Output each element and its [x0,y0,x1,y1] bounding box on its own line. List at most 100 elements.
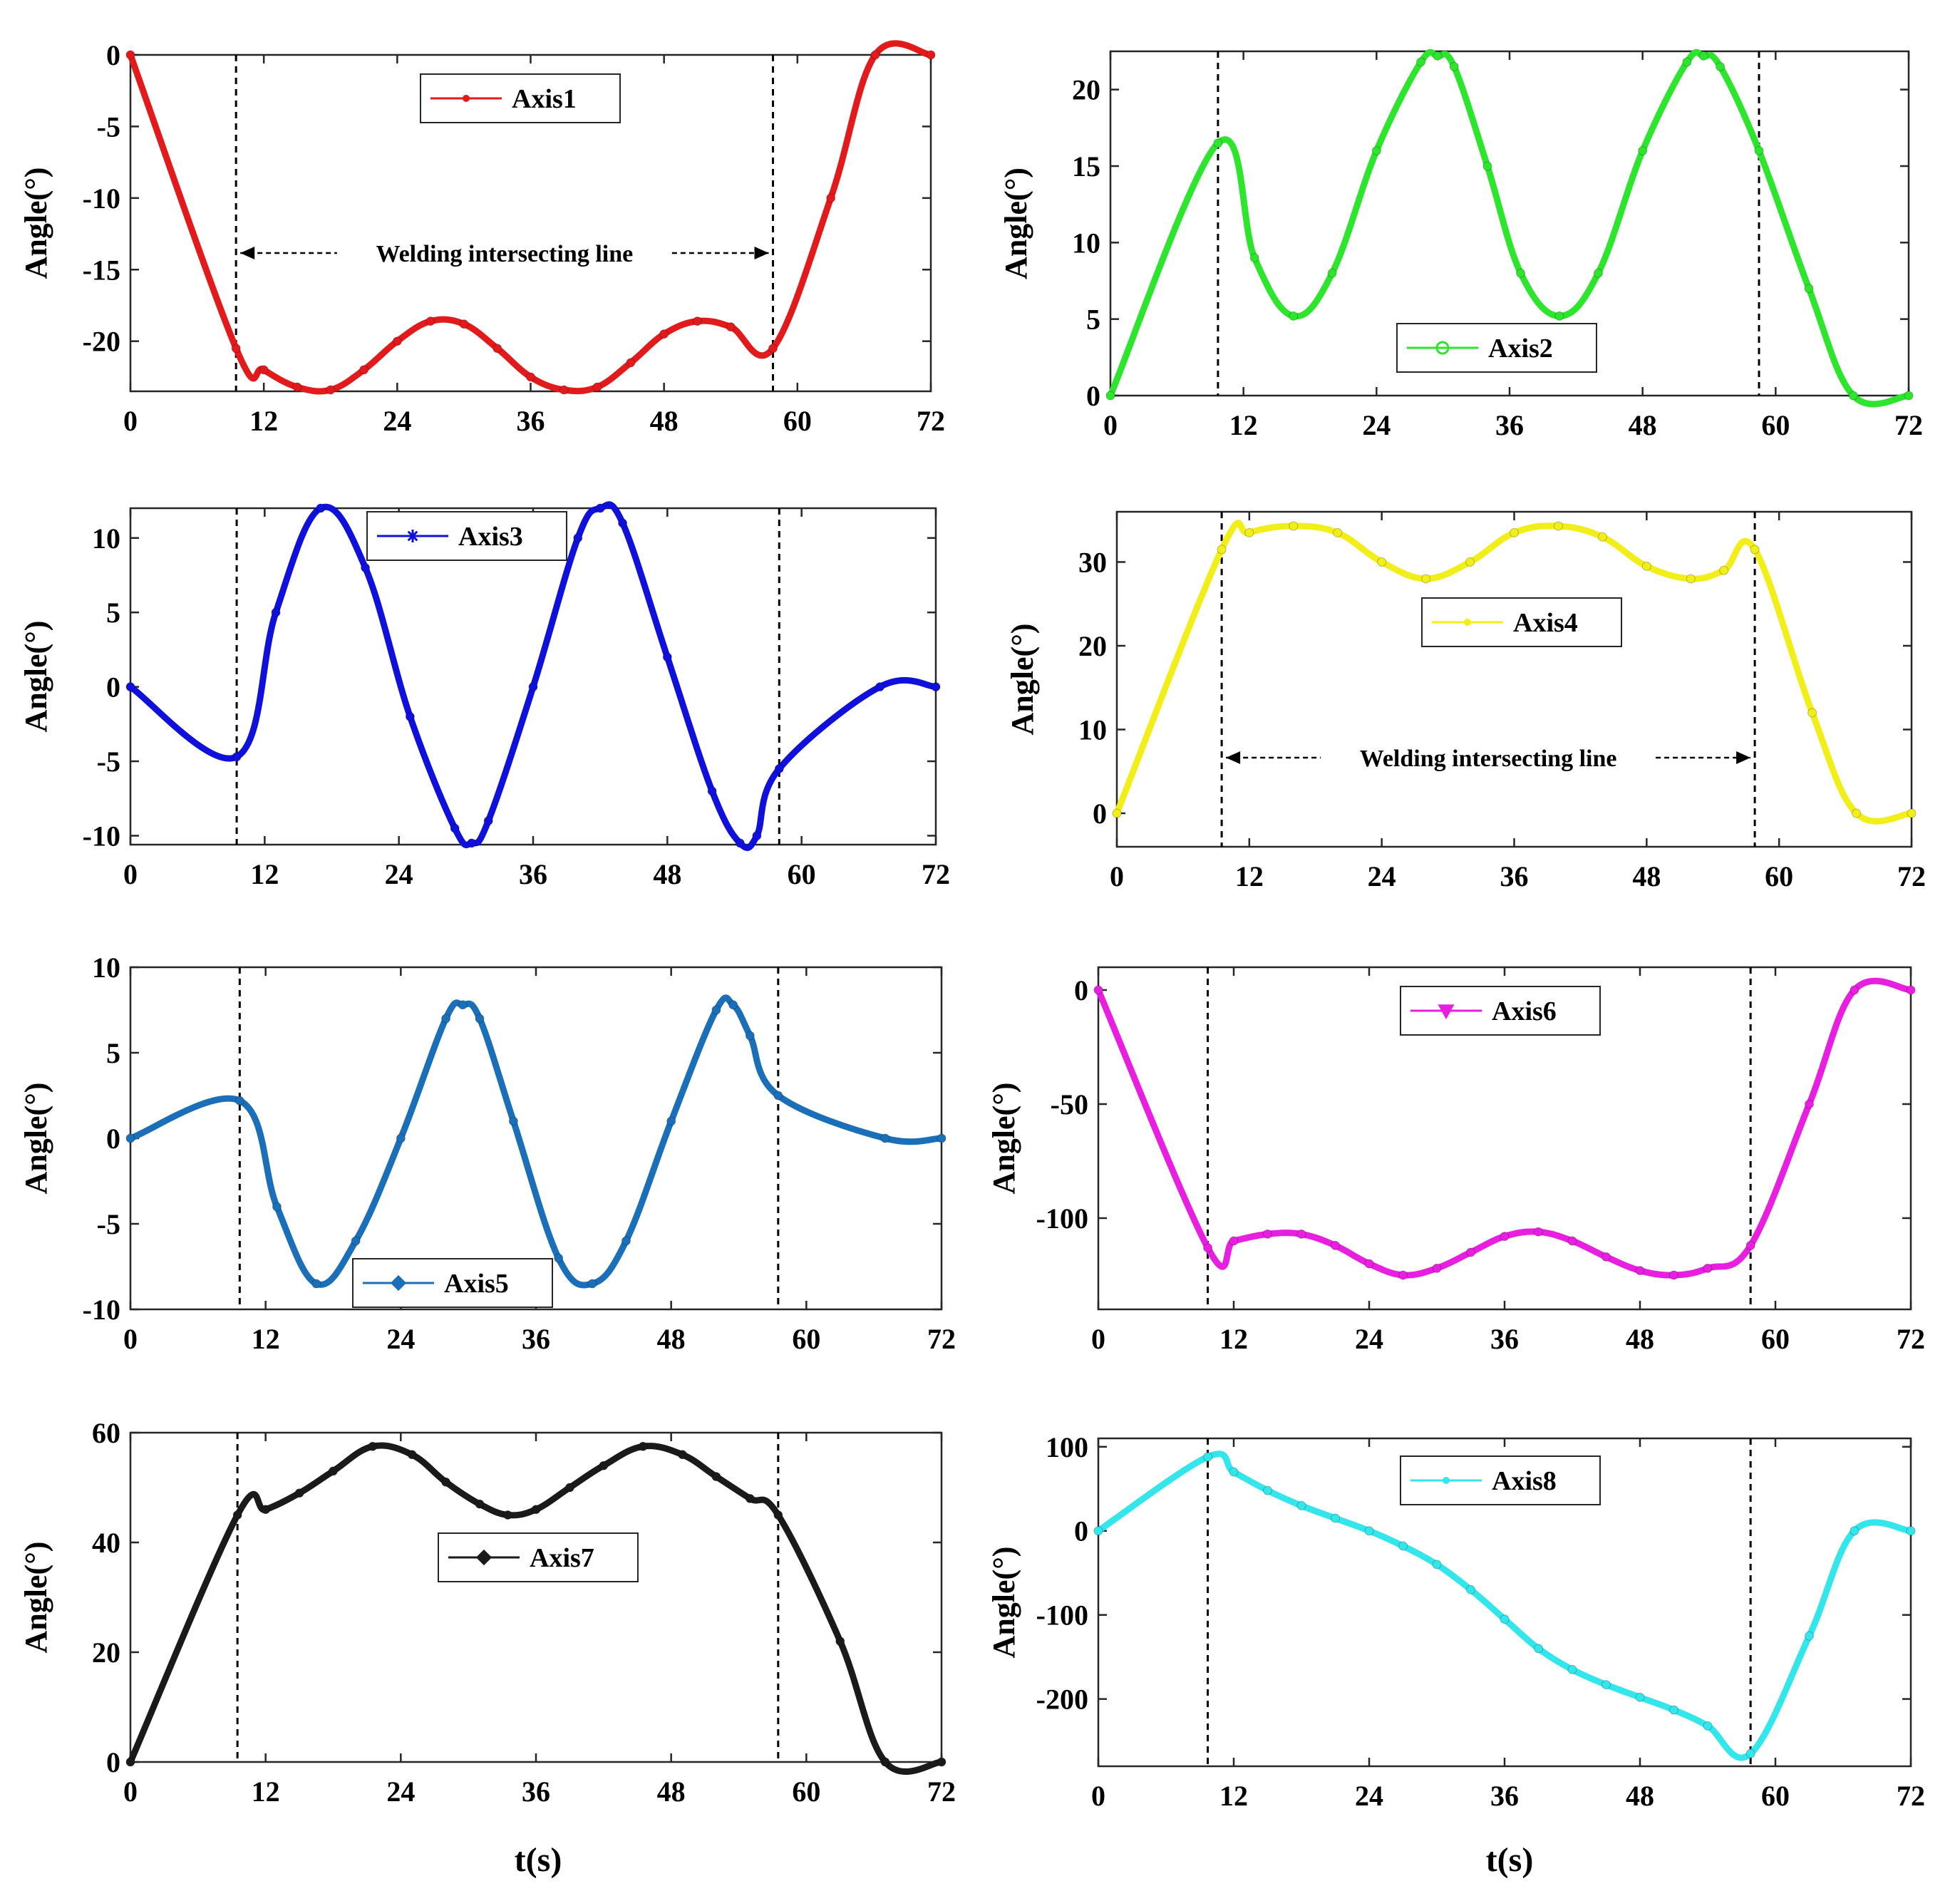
chart-7-data-point [232,1510,242,1520]
chart-1-data-point [459,319,469,329]
chart-1-x-tick-label: 24 [383,405,411,437]
chart-5-data-point [311,1279,321,1289]
chart-3-x-tick-label: 36 [519,858,547,890]
chart-8-data-point [1850,1526,1860,1536]
chart-1-annotation-text: Welding intersecting line [376,241,633,267]
chart-4-data-point [1750,545,1760,555]
chart-5-data-point [554,1253,564,1263]
chart-4-x-tick-label: 36 [1500,860,1529,892]
chart-5-x-tick-label: 48 [657,1323,686,1355]
chart-5-data-point [728,1000,738,1010]
chart-3-data-point [528,682,538,692]
chart-1-data-point [926,50,936,60]
chart-8-y-tick-label: -100 [1036,1599,1088,1632]
chart-2-data-point [1105,391,1115,401]
chart-7-data-point [368,1441,378,1451]
chart-5-legend-label: Axis5 [444,1269,509,1299]
chart-8-data-point [1635,1692,1645,1702]
chart-5-legend: Axis5 [352,1258,553,1308]
chart-7-x-tick-label: 60 [792,1776,820,1808]
chart-5-y-tick-label: 5 [106,1037,120,1069]
chart-1-arrowhead-left-icon [240,247,255,259]
chart-2-x-tick-label: 0 [1103,409,1118,441]
chart-1-data-point [526,372,535,382]
chart-4-x-tick-label: 24 [1368,860,1396,892]
chart-7-x-tick-label: 12 [252,1776,280,1808]
chart-1-data-point [231,344,241,354]
chart-7-data-point [564,1483,574,1493]
chart-6-legend-marker-icon [1438,1004,1455,1020]
chart-3-data-point [361,563,371,573]
chart-1-x-tick-label: 0 [123,405,138,437]
chart-2-data-point [1716,61,1726,71]
chart-1-legend-label: Axis1 [512,84,577,114]
chart-3-y-tick-label: 5 [106,597,120,629]
chart-7-data-point [329,1466,338,1476]
chart-5-data-point [621,1236,631,1246]
chart-3-x-tick-label: 0 [123,858,138,890]
chart-2-data-point [1904,391,1914,401]
chart-2-data-point [1848,391,1858,401]
chart-5-x-tick-label: 72 [927,1323,956,1355]
chart-8-legend-label: Axis8 [1492,1466,1557,1496]
chart-4-y-axis-label: Angle(°) [1005,624,1040,736]
chart-5-data-point [396,1133,406,1143]
chart-4-x-tick-label: 0 [1110,860,1124,892]
chart-2-y-tick-label: 0 [1086,380,1100,412]
chart-2-x-tick-label: 48 [1629,409,1657,441]
chart-8-x-tick-label: 0 [1091,1780,1105,1812]
chart-2-y-tick-label: 15 [1072,150,1100,182]
chart-1-x-tick-label: 12 [249,405,278,437]
chart-2-data-point [1213,138,1223,148]
chart-2-series-line-Axis2 [1107,48,1912,408]
chart-5-data-point [351,1236,361,1246]
chart-5-y-tick-label: 0 [106,1123,120,1155]
chart-1-data-point [726,322,736,332]
chart-3-x-tick-label: 12 [250,858,279,890]
chart-4-data-point [1377,557,1387,567]
chart-1-data-point [492,344,502,354]
chart-2-data-point [1371,146,1381,156]
chart-8: 0 12 24 36 48 60 72 100 0 -100 -200 Angle(°) Axis8 [986,1431,1925,1812]
chart-3-y-axis-label: Angle(°) [19,621,53,733]
chart-3-data-point [271,607,281,617]
chart-2-data-point [1516,268,1526,278]
chart-6-data-point [1745,1240,1755,1250]
chart-6-data-point [1296,1229,1306,1239]
chart-4-legend-label: Axis4 [1513,608,1578,638]
chart-5-x-tick-label: 24 [386,1323,415,1355]
chart-8-x-tick-label: 36 [1490,1780,1519,1812]
chart-8-data-point [1534,1644,1543,1654]
chart-7-legend-label: Axis7 [530,1543,594,1573]
chart-8-data-point [1296,1500,1306,1510]
chart-2-y-tick-label: 5 [1086,304,1100,336]
chart-1-x-tick-label: 48 [650,405,679,437]
chart-4-legend: Axis4 [1421,597,1622,647]
chart-1-data-point [826,193,836,203]
chart-7-data-point [294,1488,304,1498]
chart-1-data-point [692,316,702,326]
chart-7-data-point [773,1510,783,1520]
chart-7-data-point [441,1477,451,1487]
chart-1-data-point [359,365,369,375]
chart-8-data-point [1906,1526,1916,1536]
chart-4-x-tick-label: 12 [1235,860,1264,892]
chart-3-data-point [316,503,326,513]
chart-7-data-point [677,1450,687,1460]
chart-6-legend-label: Axis6 [1492,996,1557,1026]
chart-1-data-point [559,385,569,395]
chart-3-y-tick-label: 10 [92,522,120,555]
chart-7-data-point [502,1510,512,1520]
chart-8-data-point [1669,1705,1678,1715]
chart-8-data-point [1703,1721,1713,1731]
chart-7-data-point [745,1493,755,1503]
chart-5-plot-area [129,966,943,1311]
chart-2: 0 12 24 36 48 60 72 0 5 10 15 20 Angle(°) Axis2 [999,48,1923,441]
chart-4-data-point [1686,574,1696,584]
chart-6-data-point [1203,1243,1213,1253]
chart-1-y-tick-label: 0 [106,39,120,71]
chart-2-x-tick-label: 72 [1894,409,1923,441]
chart-4-annotation-text: Welding intersecting line [1360,746,1617,772]
chart-7-y-tick-label: 40 [92,1527,120,1559]
chart-8-x-tick-label: 60 [1761,1780,1790,1812]
